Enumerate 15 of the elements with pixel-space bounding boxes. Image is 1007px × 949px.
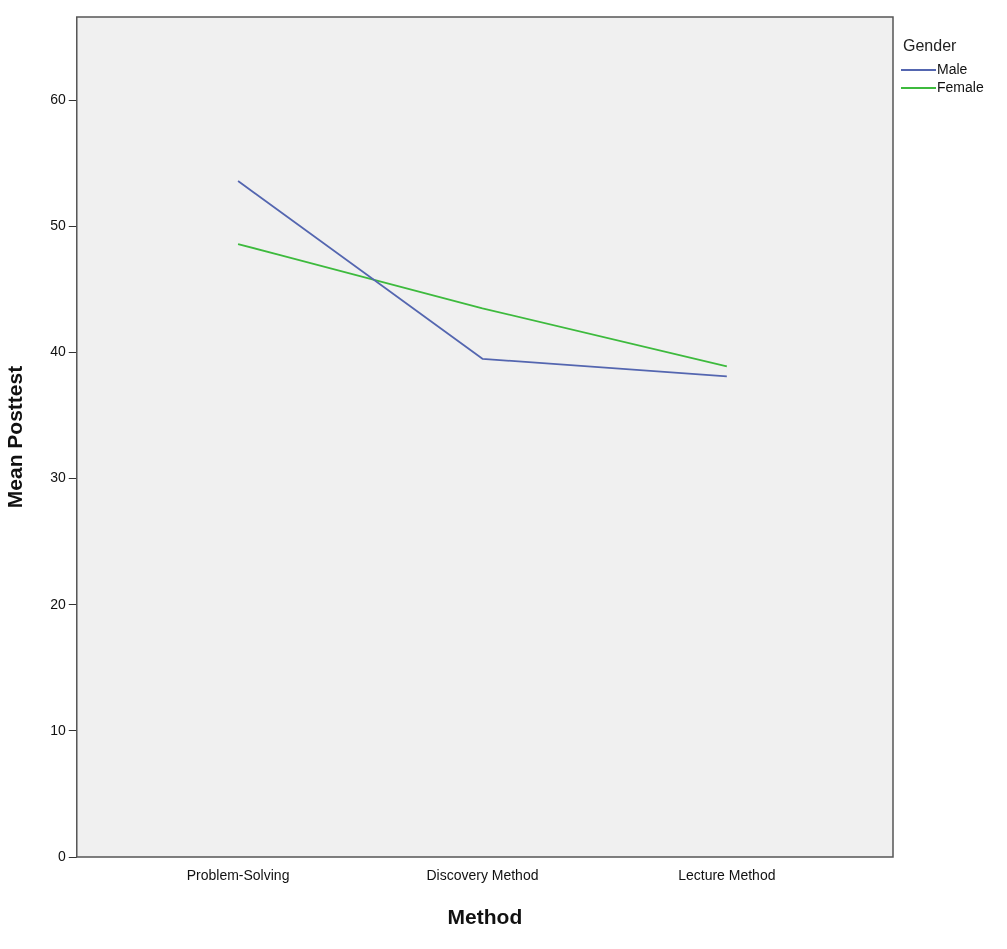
x-tick-label: Discovery Method — [426, 867, 539, 884]
legend-title: Gender — [903, 37, 958, 55]
x-axis-title: Method — [447, 905, 523, 929]
x-tick-label: Problem-Solving — [186, 867, 290, 884]
y-tick-label: 0 — [57, 847, 66, 864]
y-tick-label: 40 — [50, 343, 66, 360]
x-tick-label: Lecture Method — [678, 867, 776, 884]
y-tick-label: 10 — [50, 721, 66, 738]
legend-label: Female — [937, 78, 984, 95]
y-tick-label: 20 — [50, 595, 66, 612]
legend-label: Male — [937, 60, 968, 77]
y-tick-label: 50 — [50, 217, 66, 234]
y-tick-label: 60 — [50, 91, 66, 108]
y-tick-label: 30 — [50, 469, 66, 486]
y-axis-title: Mean Posttest — [3, 365, 27, 509]
